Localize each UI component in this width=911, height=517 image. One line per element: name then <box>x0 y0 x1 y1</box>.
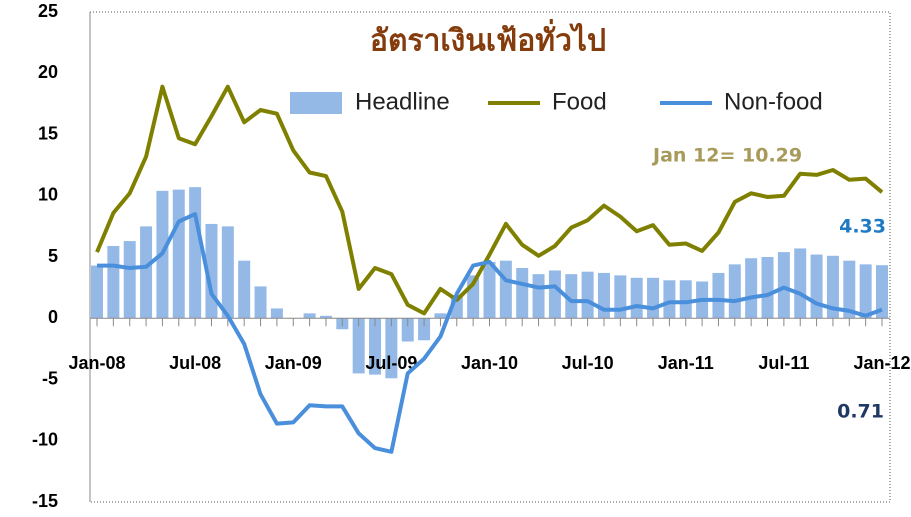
bar <box>663 280 676 319</box>
bar <box>581 271 594 319</box>
bar <box>777 252 790 319</box>
x-tick-label: Jul-10 <box>562 353 614 373</box>
bar <box>107 245 120 319</box>
bar <box>123 241 136 319</box>
bar <box>221 226 234 319</box>
annotation: 0.71 <box>837 401 884 423</box>
x-tick-label: Jul-11 <box>758 353 809 373</box>
bar <box>843 260 856 319</box>
legend-label: Food <box>552 88 607 115</box>
bar <box>483 261 496 319</box>
x-tick-label: Jan-12 <box>853 353 910 373</box>
bar <box>270 308 283 319</box>
y-tick-label: 0 <box>48 307 58 327</box>
legend-label: Non-food <box>724 88 823 115</box>
y-tick-label: 5 <box>48 246 58 266</box>
bar <box>859 264 872 319</box>
bar <box>140 226 153 319</box>
bar <box>728 264 741 319</box>
bar <box>647 277 660 319</box>
y-tick-label: -5 <box>42 368 58 388</box>
bar <box>369 318 382 375</box>
bar <box>810 254 823 319</box>
legend-swatch <box>290 92 342 114</box>
y-tick-label: 10 <box>38 185 58 205</box>
bar <box>238 260 251 319</box>
bar <box>254 286 267 319</box>
line <box>97 212 883 454</box>
bar <box>352 318 365 374</box>
bar <box>794 248 807 319</box>
x-tick-label: Jan-11 <box>658 353 714 373</box>
chart-title: อัตราเงินเฟ้อทั่วไป <box>370 19 606 59</box>
y-tick-label: -15 <box>32 491 58 511</box>
x-tick-label: Jul-09 <box>365 353 417 373</box>
y-tick-label: 15 <box>38 123 58 143</box>
x-tick-label: Jan-10 <box>461 353 518 373</box>
bar <box>745 258 758 319</box>
bar <box>303 313 316 319</box>
bar <box>418 318 431 341</box>
bar <box>319 315 332 319</box>
x-tick-label: Jan-09 <box>265 353 322 373</box>
line <box>95 84 884 316</box>
x-tick-label: Jan-08 <box>68 353 125 373</box>
bar <box>499 260 512 319</box>
bar <box>172 189 185 319</box>
bar <box>434 313 447 319</box>
legend-label: Headline <box>355 88 450 115</box>
bar <box>385 318 398 379</box>
bar <box>401 318 414 342</box>
bar <box>614 275 627 319</box>
bar <box>712 272 725 319</box>
bar <box>189 187 202 319</box>
x-tick-label: Jul-08 <box>169 353 221 373</box>
y-tick-label: -10 <box>32 430 58 450</box>
bar <box>876 265 888 319</box>
bar <box>532 274 545 319</box>
annotation: Jan 12= 10.29 <box>651 145 802 167</box>
bar <box>630 277 643 319</box>
bar <box>565 274 578 319</box>
y-tick-label: 25 <box>38 1 58 21</box>
annotation: 4.33 <box>839 216 886 238</box>
bar <box>679 280 692 319</box>
y-tick-label: 20 <box>38 62 58 82</box>
bar <box>826 255 839 319</box>
bar <box>91 265 103 319</box>
bar <box>516 268 529 319</box>
bar <box>761 257 774 319</box>
bar <box>548 270 561 319</box>
